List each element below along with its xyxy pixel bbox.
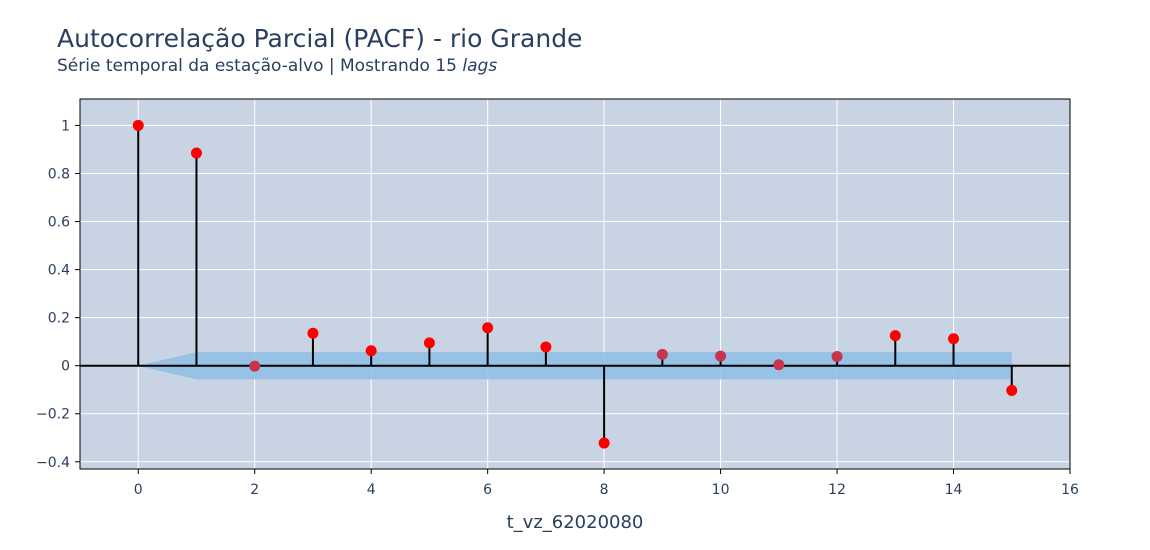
subtitle-text: Série temporal da estação-alvo | Mostran… xyxy=(57,56,463,76)
x-tick-label: 2 xyxy=(250,482,259,498)
y-tick-label: 0 xyxy=(61,359,70,375)
markers xyxy=(132,119,1018,449)
x-tick-label: 8 xyxy=(600,482,609,498)
marker-lag-4 xyxy=(365,345,377,357)
marker-lag-13 xyxy=(889,330,901,342)
marker-lag-10 xyxy=(715,350,727,362)
plot-area xyxy=(80,99,1070,469)
x-axis-label: t_vz_62020080 xyxy=(507,512,644,533)
x-tick-label: 12 xyxy=(828,482,846,498)
marker-lag-8 xyxy=(598,437,610,449)
x-tick-label: 14 xyxy=(945,482,963,498)
y-tick-label: 0.8 xyxy=(48,166,70,182)
y-tick-label: 0.2 xyxy=(48,311,70,327)
y-tick-label: −0.2 xyxy=(36,407,70,423)
y-axis-ticks: −0.4 −0.2 0 0.2 0.4 0.6 0.8 1 xyxy=(36,118,80,471)
x-tick-label: 16 xyxy=(1061,482,1079,498)
marker-lag-15 xyxy=(1006,384,1018,396)
marker-lag-14 xyxy=(948,333,960,345)
x-tick-label: 10 xyxy=(712,482,730,498)
y-tick-label: 0.6 xyxy=(48,215,70,231)
x-tick-label: 6 xyxy=(483,482,492,498)
x-tick-label: 0 xyxy=(134,482,143,498)
y-tick-label: −0.4 xyxy=(36,455,70,471)
marker-lag-1 xyxy=(190,147,202,159)
marker-lag-12 xyxy=(831,351,843,363)
marker-lag-0 xyxy=(132,119,144,131)
chart-subtitle: Série temporal da estação-alvo | Mostran… xyxy=(57,56,497,76)
marker-lag-9 xyxy=(656,348,668,360)
chart-title: Autocorrelação Parcial (PACF) - rio Gran… xyxy=(57,24,583,53)
marker-lag-3 xyxy=(307,327,319,339)
y-tick-label: 0.4 xyxy=(48,263,70,279)
marker-lag-5 xyxy=(423,337,435,349)
x-axis-ticks: 0 2 4 6 8 10 12 14 16 xyxy=(134,469,1079,498)
plot-frame xyxy=(79,98,1071,470)
marker-lag-2 xyxy=(249,360,261,372)
x-tick-label: 4 xyxy=(367,482,376,498)
marker-lag-6 xyxy=(482,322,494,334)
marker-lag-7 xyxy=(540,341,552,353)
y-tick-label: 1 xyxy=(61,118,70,134)
marker-lag-11 xyxy=(773,359,785,371)
subtitle-italic: lags xyxy=(462,56,498,76)
